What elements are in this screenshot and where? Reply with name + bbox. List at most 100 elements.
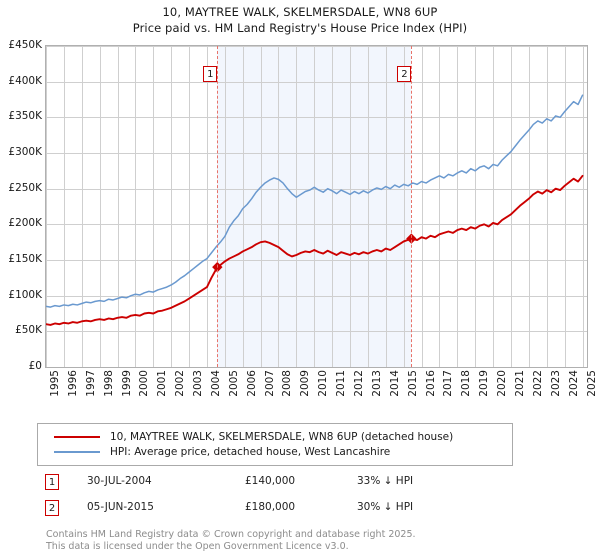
y-axis-tick-label: £150K xyxy=(8,253,42,265)
y-axis-tick-label: £350K xyxy=(8,110,42,123)
gridline-vertical xyxy=(583,46,584,367)
x-axis-tick-label: 1999 xyxy=(121,370,133,397)
gridline-vertical xyxy=(475,46,476,367)
chart-series-layer xyxy=(46,94,584,326)
gridline-vertical xyxy=(46,46,47,367)
gridline-vertical xyxy=(296,46,297,367)
gridline-horizontal xyxy=(46,153,587,154)
x-axis-tick-label: 2015 xyxy=(407,370,419,397)
x-axis-tick-label: 2014 xyxy=(389,370,401,397)
gridline-vertical xyxy=(261,46,262,367)
gridline-vertical xyxy=(64,46,65,367)
transaction-price-2: £180,000 xyxy=(245,501,296,513)
y-axis-tick-label: £250K xyxy=(8,181,42,194)
transactions-table: 1 30-JUL-2004 £140,000 33% ↓ HPI 2 05-JU… xyxy=(37,474,513,526)
x-axis-tick-label: 2001 xyxy=(156,370,168,397)
legend-item-price-paid: 10, MAYTREE WALK, SKELMERSDALE, WN8 6UP … xyxy=(46,429,504,444)
gridline-vertical xyxy=(189,46,190,367)
gridline-vertical xyxy=(171,46,172,367)
gridline-vertical xyxy=(368,46,369,367)
gridline-vertical xyxy=(207,46,208,367)
title-subtitle: Price paid vs. HM Land Registry's House … xyxy=(132,21,468,35)
gridline-horizontal xyxy=(46,331,587,332)
legend-label-hpi: HPI: Average price, detached house, West… xyxy=(110,445,391,458)
x-axis-tick-label: 2024 xyxy=(568,370,580,397)
x-axis-tick-label: 2002 xyxy=(174,370,186,397)
gridline-horizontal xyxy=(46,260,587,261)
y-axis-tick-label: £300K xyxy=(8,146,42,158)
footer-line-2: This data is licensed under the Open Gov… xyxy=(46,540,349,552)
x-axis-tick-label: 2018 xyxy=(460,370,472,397)
transaction-date-2: 05-JUN-2015 xyxy=(87,501,154,513)
x-axis-tick-label: 2012 xyxy=(353,370,365,397)
legend-item-hpi: HPI: Average price, detached house, West… xyxy=(46,444,504,459)
gridline-horizontal xyxy=(46,117,587,118)
chart-legend: 10, MAYTREE WALK, SKELMERSDALE, WN8 6UP … xyxy=(37,423,513,466)
transaction-delta-1: 33% ↓ HPI xyxy=(357,475,414,487)
legend-label-price-paid: 10, MAYTREE WALK, SKELMERSDALE, WN8 6UP … xyxy=(110,430,454,443)
x-axis-tick-label: 2020 xyxy=(496,370,508,397)
gridline-vertical xyxy=(457,46,458,367)
transaction-badge-1: 1 xyxy=(45,474,59,490)
legend-swatch-hpi xyxy=(54,450,100,453)
x-axis-tick-label: 2006 xyxy=(246,370,258,397)
gridline-vertical xyxy=(493,46,494,367)
x-axis-tick-label: 2007 xyxy=(264,370,276,397)
transaction-marker-line xyxy=(411,46,413,367)
x-axis-tick-label: 2000 xyxy=(138,370,150,397)
gridline-vertical xyxy=(332,46,333,367)
y-axis-tick-label: £400K xyxy=(8,74,42,87)
gridline-vertical xyxy=(278,46,279,367)
x-axis-tick-label: 2003 xyxy=(192,370,204,397)
x-axis-tick-label: 2021 xyxy=(514,370,526,397)
x-axis-tick-label: 2005 xyxy=(228,370,240,397)
x-axis-tick-label: 1996 xyxy=(67,370,79,397)
legend-swatch-price-paid xyxy=(54,435,100,438)
gridline-horizontal xyxy=(46,224,587,225)
gridline-vertical xyxy=(243,46,244,367)
x-axis-tick-label: 2013 xyxy=(371,370,383,397)
y-axis-tick-label: £50K xyxy=(15,324,42,337)
y-axis-tick-label: £200K xyxy=(8,217,42,230)
x-axis-tick-label: 2017 xyxy=(442,370,454,397)
x-axis-tick-label: 1995 xyxy=(49,370,61,397)
gridline-vertical xyxy=(118,46,119,367)
x-axis-tick-label: 2009 xyxy=(299,370,311,397)
y-axis-tick-label: £450K xyxy=(8,39,42,51)
copyright-footer: Contains HM Land Registry data © Crown c… xyxy=(46,529,566,552)
gridline-vertical xyxy=(529,46,530,367)
x-axis-tick-label: 2025 xyxy=(586,370,598,397)
transaction-price-1: £140,000 xyxy=(245,475,296,487)
title-address: 10, MAYTREE WALK, SKELMERSDALE, WN8 6UP xyxy=(162,5,438,19)
gridline-horizontal xyxy=(46,367,587,368)
y-axis-labels: £0 £50K £100K £150K £200K £250K £300K £350K £400… xyxy=(0,39,42,372)
gridline-vertical xyxy=(565,46,566,367)
chart-marker-1[interactable]: 1 xyxy=(203,66,218,82)
gridline-vertical xyxy=(547,46,548,367)
gridline-horizontal xyxy=(46,296,587,297)
gridline-vertical xyxy=(404,46,405,367)
x-axis-tick-label: 2008 xyxy=(281,370,293,397)
gridline-vertical xyxy=(422,46,423,367)
x-axis-tick-label: 2010 xyxy=(317,370,329,397)
gridline-horizontal xyxy=(46,82,587,83)
chart-marker-2[interactable]: 2 xyxy=(397,66,412,82)
y-axis-tick-label: £100K xyxy=(8,288,42,301)
gridline-vertical xyxy=(82,46,83,367)
x-axis-tick-label: 2004 xyxy=(210,370,222,397)
gridline-vertical xyxy=(153,46,154,367)
y-axis-tick-label: £0 xyxy=(28,360,42,372)
transaction-badge-2: 2 xyxy=(45,500,59,516)
x-axis-tick-label: 2023 xyxy=(550,370,562,397)
transaction-marker-line xyxy=(217,46,219,367)
gridline-vertical xyxy=(135,46,136,367)
gridline-vertical xyxy=(386,46,387,367)
x-axis-tick-label: 2011 xyxy=(335,370,347,397)
x-axis-tick-label: 2016 xyxy=(425,370,437,397)
gridline-vertical xyxy=(439,46,440,367)
gridline-vertical xyxy=(100,46,101,367)
transaction-date-1: 30-JUL-2004 xyxy=(87,475,152,487)
footer-line-1: Contains HM Land Registry data © Crown c… xyxy=(46,529,416,540)
